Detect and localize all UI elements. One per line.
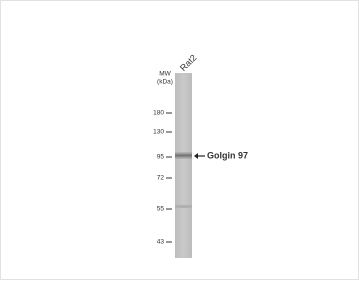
gel-lane <box>175 73 192 258</box>
protein-band <box>175 152 192 159</box>
marker-label: 43 <box>157 239 165 246</box>
marker-label: 130 <box>153 129 164 136</box>
faint-band <box>175 205 192 208</box>
marker-label: 72 <box>157 175 165 182</box>
band-label: Golgin 97 <box>207 150 248 160</box>
unit-label: (kDa) <box>157 79 173 86</box>
marker-label: 55 <box>157 206 165 213</box>
marker-label: 95 <box>157 154 165 161</box>
blot-figure: Rat2 MW (kDa) Golgin 97 18013095725543 <box>0 0 359 280</box>
mw-label: MW <box>159 71 171 78</box>
marker-label: 180 <box>153 110 164 117</box>
